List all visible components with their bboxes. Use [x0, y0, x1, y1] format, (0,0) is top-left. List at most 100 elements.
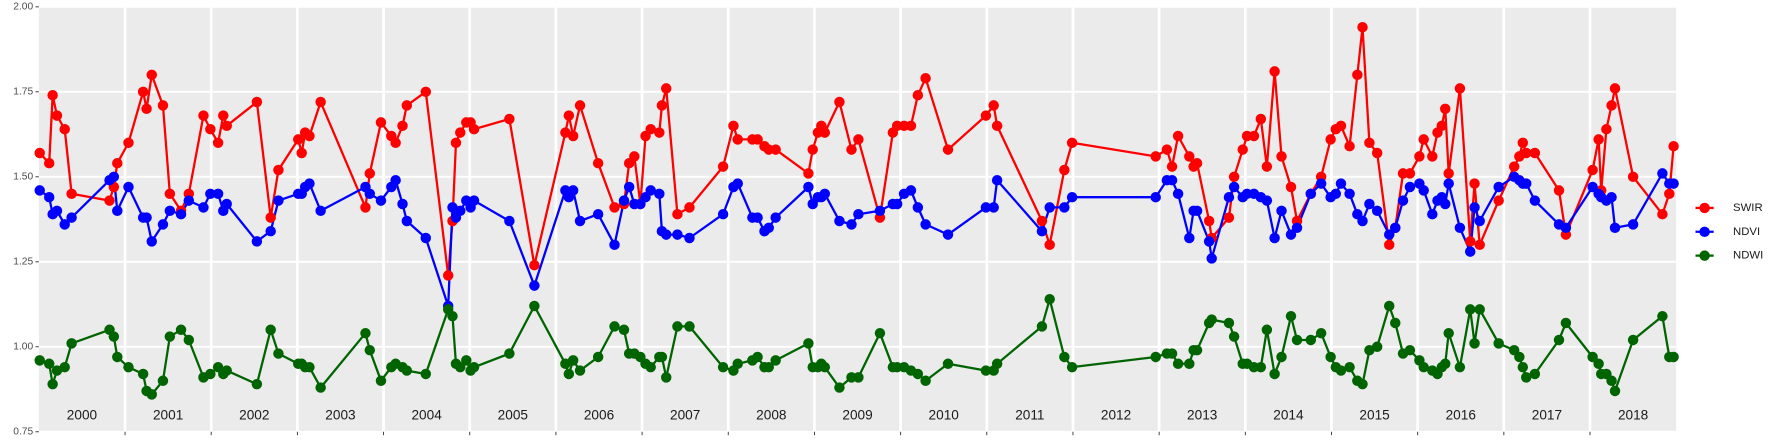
data-point [304, 361, 315, 373]
data-point [315, 205, 326, 217]
data-point [763, 361, 774, 373]
data-point [1206, 253, 1217, 264]
data-point [273, 195, 284, 206]
data-point [1371, 147, 1383, 159]
data-point [567, 355, 579, 366]
data-point [942, 144, 954, 155]
data-point [265, 225, 276, 237]
data-point [752, 351, 763, 363]
data-point [468, 123, 480, 135]
data-point [1228, 181, 1240, 193]
data-point [529, 300, 540, 312]
data-point [1529, 147, 1541, 159]
data-point [1364, 137, 1375, 149]
data-point [420, 368, 432, 380]
data-point [1344, 361, 1355, 373]
data-point [375, 375, 387, 387]
data-point [66, 188, 77, 200]
data-point [846, 144, 857, 155]
year-label: 2017 [1532, 407, 1562, 422]
data-point [1228, 331, 1240, 342]
data-point [1315, 327, 1327, 339]
data-point [1657, 208, 1668, 220]
data-point [1664, 188, 1675, 200]
data-point [1276, 151, 1287, 162]
data-point [420, 86, 432, 98]
data-point [834, 215, 845, 227]
data-point [1609, 83, 1621, 94]
data-point [645, 123, 656, 135]
legend: SWIR NDVI NDWI [1695, 202, 1763, 262]
data-point [1404, 168, 1416, 179]
data-point [315, 96, 326, 108]
data-point [1305, 188, 1317, 200]
data-point [1440, 198, 1451, 210]
data-point [1044, 293, 1055, 305]
data-point [1371, 205, 1383, 217]
data-point [529, 280, 540, 291]
data-point [104, 195, 115, 206]
data-point [205, 123, 216, 135]
data-point [360, 202, 371, 213]
data-point [656, 100, 668, 111]
data-point [34, 355, 45, 366]
year-label: 2013 [1187, 407, 1217, 422]
year-label: 2008 [756, 407, 786, 422]
data-point [461, 355, 472, 366]
data-point [43, 191, 55, 203]
data-point [891, 198, 903, 210]
data-point [803, 338, 814, 349]
data-point [672, 208, 683, 220]
data-point [468, 361, 480, 373]
data-point [1587, 351, 1598, 363]
data-point [1418, 185, 1429, 196]
year-label: 2003 [325, 407, 355, 422]
data-point [609, 202, 620, 213]
data-point [1261, 324, 1273, 336]
data-point [1384, 239, 1395, 251]
data-point [1404, 181, 1416, 193]
data-point [618, 195, 630, 206]
data-point [1161, 144, 1173, 155]
data-point [803, 181, 814, 193]
data-point [732, 178, 743, 189]
data-point [1465, 236, 1476, 247]
data-point [1593, 134, 1604, 145]
data-point [752, 212, 763, 223]
data-point [265, 212, 276, 223]
year-label: 2000 [67, 407, 98, 422]
data-point [1357, 21, 1368, 33]
series-marks [34, 21, 1679, 400]
data-point [123, 181, 134, 193]
data-point [1248, 130, 1260, 142]
data-point [504, 348, 515, 359]
data-point [991, 358, 1003, 370]
data-point [567, 185, 579, 196]
y-tick-label: 1.00 [13, 341, 33, 352]
data-point [1627, 171, 1639, 183]
year-label: 2006 [584, 407, 614, 422]
data-point [164, 205, 176, 217]
data-point [51, 110, 63, 121]
data-point [1657, 168, 1668, 179]
data-point [1166, 161, 1178, 172]
data-point [684, 202, 695, 213]
data-point [43, 358, 55, 370]
data-point [1203, 236, 1215, 247]
data-point [205, 188, 216, 200]
data-point [618, 324, 630, 336]
data-point [1228, 171, 1240, 183]
data-point [717, 161, 729, 172]
year-label: 2010 [929, 407, 960, 422]
data-point [1521, 372, 1532, 383]
data-point [221, 120, 232, 132]
data-point [468, 195, 480, 206]
data-point [1276, 351, 1287, 363]
data-point [654, 188, 665, 200]
data-point [146, 69, 157, 81]
data-point [1436, 120, 1448, 132]
data-point [1285, 310, 1297, 322]
data-point [770, 144, 781, 155]
data-point [1172, 130, 1184, 142]
data-point [123, 137, 134, 149]
